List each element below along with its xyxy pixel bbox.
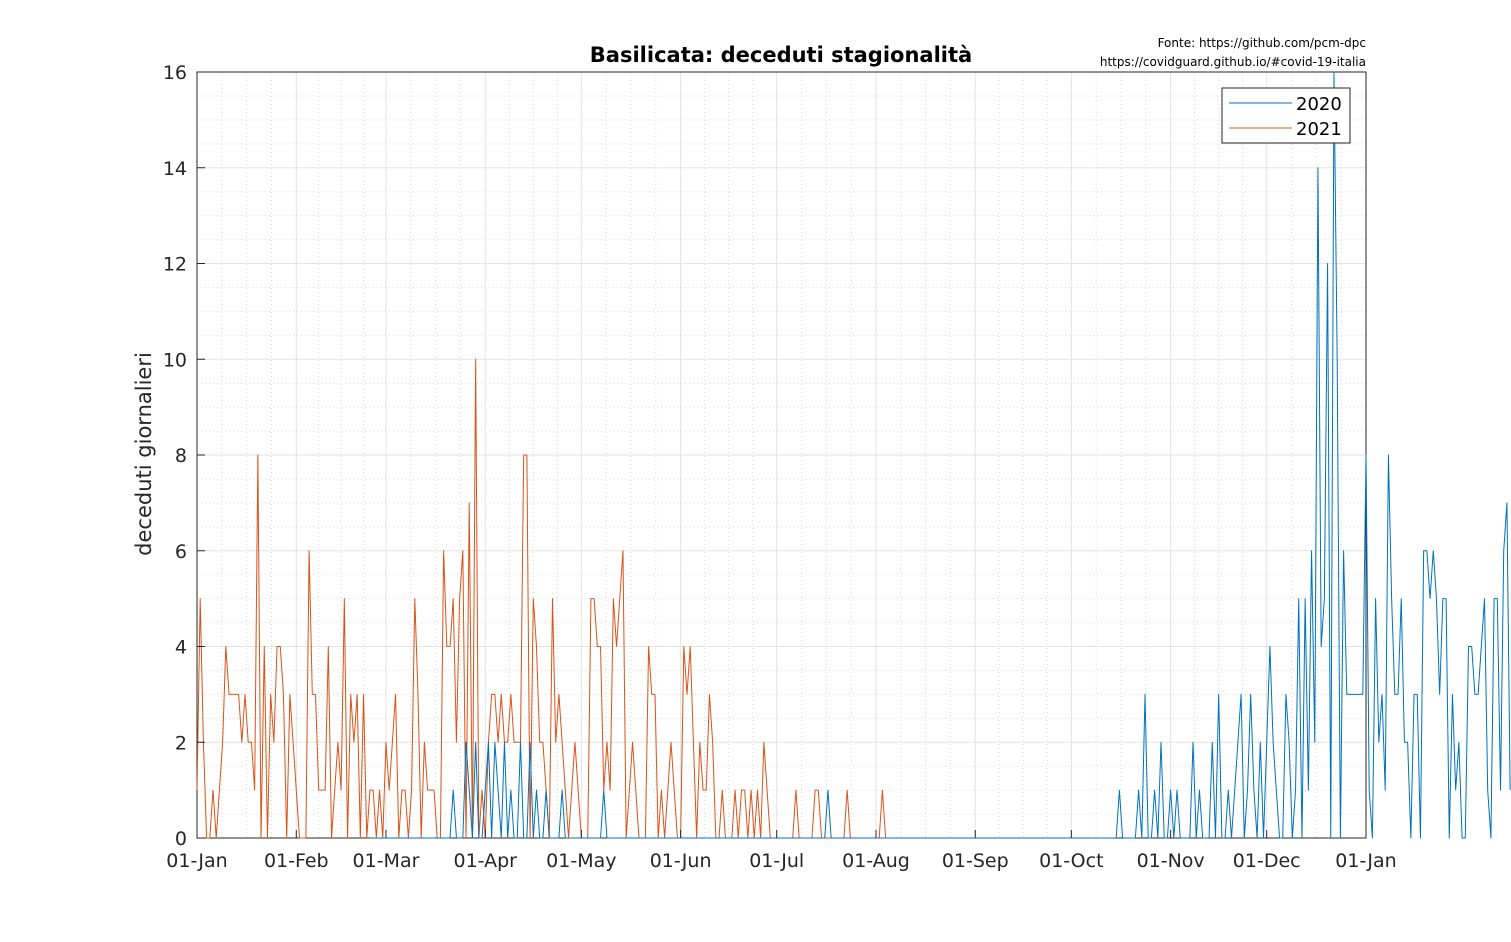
x-tick-label: 01-Feb — [264, 850, 329, 872]
chart-title: Basilicata: deceduti stagionalità — [590, 43, 972, 67]
y-tick-label: 12 — [163, 254, 187, 276]
major-grid — [197, 72, 1366, 838]
x-tick-label: 01-Jan — [166, 850, 227, 872]
y-tick-label: 14 — [163, 158, 187, 180]
x-tick-label: 01-Jun — [650, 850, 712, 872]
x-tick-label: 01-Aug — [842, 850, 910, 872]
legend-label-2021: 2021 — [1296, 119, 1342, 140]
minor-grid — [197, 72, 1366, 838]
x-tick-label: 01-Sep — [942, 850, 1009, 872]
x-tick-label: 01-Nov — [1137, 850, 1205, 872]
series-line-2020 — [369, 71, 1511, 839]
y-tick-label: 4 — [175, 637, 187, 659]
x-tick-label: 01-Apr — [453, 850, 517, 872]
x-tick-label: 01-Dec — [1233, 850, 1301, 872]
y-tick-label: 2 — [175, 732, 187, 754]
y-axis-label: deceduti giornalieri — [132, 352, 156, 556]
x-tick-label: 01-May — [546, 850, 616, 872]
x-tick-label: 01-Jul — [749, 850, 804, 872]
y-tick-label: 8 — [175, 445, 187, 467]
y-tick-label: 16 — [163, 62, 187, 84]
x-tick-label: 01-Jan — [1335, 850, 1396, 872]
x-tick-label: 01-Oct — [1039, 850, 1103, 872]
ticks-layer: 0 2 4 6 8 10 12 14 16 01-Jan 01-Feb 01-Mar 01-Apr 01-… — [163, 62, 1397, 872]
source-line-1: Fonte: https://github.com/pcm-dpc — [1158, 36, 1366, 50]
y-tick-label: 6 — [175, 541, 187, 563]
y-tick-label: 10 — [163, 349, 187, 371]
legend-label-2020: 2020 — [1296, 94, 1342, 115]
legend: 2020 2021 — [1221, 87, 1351, 144]
series-layer — [196, 71, 1511, 839]
source-line-2: https://covidguard.github.io/#covid-19-i… — [1100, 55, 1366, 69]
x-tick-label: 01-Mar — [353, 850, 420, 872]
y-tick-label: 0 — [175, 828, 187, 850]
legend-box — [1221, 87, 1351, 144]
